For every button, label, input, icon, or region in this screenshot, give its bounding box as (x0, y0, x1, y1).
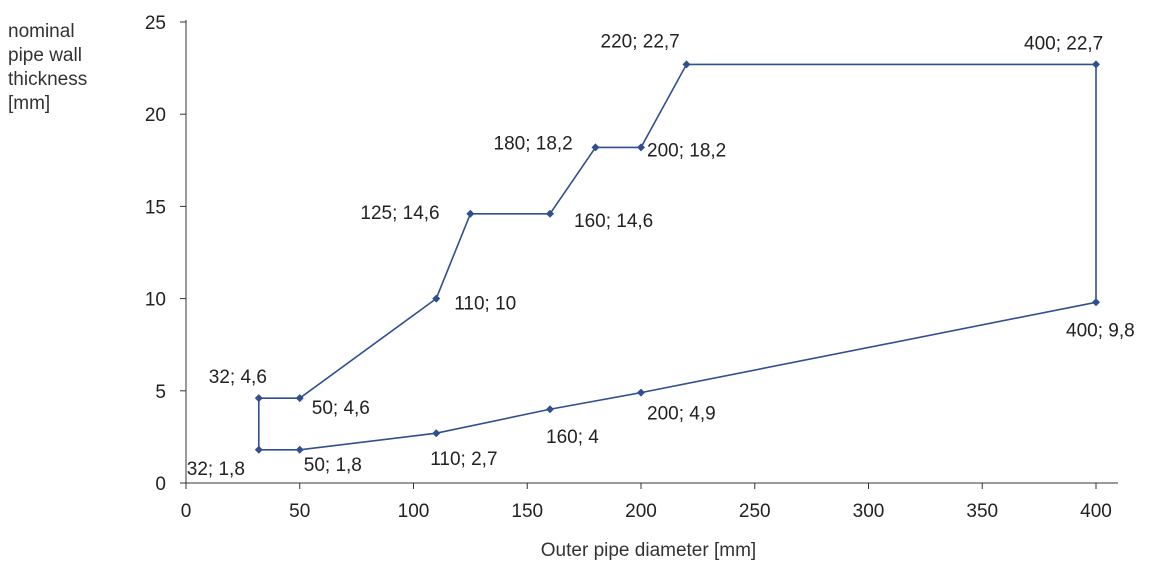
data-point (432, 429, 441, 438)
data-label: 110; 2,7 (430, 449, 497, 470)
x-tick-label: 350 (966, 501, 998, 522)
x-tick-label: 200 (625, 501, 657, 522)
data-label: 32; 4,6 (209, 367, 267, 388)
x-axis-label: Outer pipe diameter [mm] (540, 540, 757, 561)
x-tick-label: 0 (181, 501, 192, 522)
y-axis-label-line: nominal (8, 21, 75, 42)
data-point (1092, 298, 1100, 307)
y-tick-label: 0 (155, 474, 166, 495)
x-tick-label: 300 (853, 501, 885, 522)
x-tick-label: 150 (511, 501, 543, 522)
y-axis-label-line: thickness (8, 69, 88, 90)
data-point (546, 405, 554, 414)
data-label: 200; 18,2 (647, 140, 726, 161)
y-axis-label-line: pipe wall (8, 45, 82, 66)
y-tick-label: 10 (145, 290, 166, 311)
data-label: 160; 14,6 (574, 211, 653, 232)
data-point (591, 143, 600, 152)
x-tick-label: 50 (289, 501, 310, 522)
y-tick-label: 15 (145, 197, 166, 218)
y-axis-label: nominal pipe wall thickness [mm] (8, 20, 138, 116)
y-tick-label: 5 (155, 382, 166, 403)
y-tick-label: 25 (145, 13, 166, 34)
data-label: 200; 4,9 (647, 404, 716, 425)
data-label: 160; 4 (546, 427, 599, 448)
data-point (637, 388, 645, 397)
data-point (637, 143, 645, 152)
data-point (295, 394, 304, 403)
y-tick-label: 20 (145, 105, 166, 126)
data-label: 400; 9,8 (1066, 320, 1135, 341)
x-tick-label: 250 (739, 501, 771, 522)
data-point (1092, 60, 1100, 69)
data-point (254, 394, 263, 403)
data-label: 220; 22,7 (601, 31, 680, 52)
data-label: 110; 10 (454, 294, 516, 315)
x-tick-label: 400 (1080, 501, 1112, 522)
data-point (254, 445, 263, 454)
data-point (466, 209, 475, 218)
x-tick-label: 100 (398, 501, 430, 522)
data-point (432, 294, 441, 303)
y-axis-label-line: [mm] (8, 93, 51, 114)
series-line (257, 63, 1097, 451)
data-label: 180; 18,2 (494, 133, 573, 154)
data-point (295, 445, 304, 454)
data-label: 125; 14,6 (360, 203, 439, 224)
data-label: 32; 1,8 (187, 459, 245, 480)
data-label: 50; 4,6 (312, 398, 370, 419)
data-label: 400; 22,7 (1024, 33, 1103, 54)
data-point (682, 60, 691, 69)
data-point (546, 209, 554, 218)
data-label: 50; 1,8 (304, 455, 362, 476)
